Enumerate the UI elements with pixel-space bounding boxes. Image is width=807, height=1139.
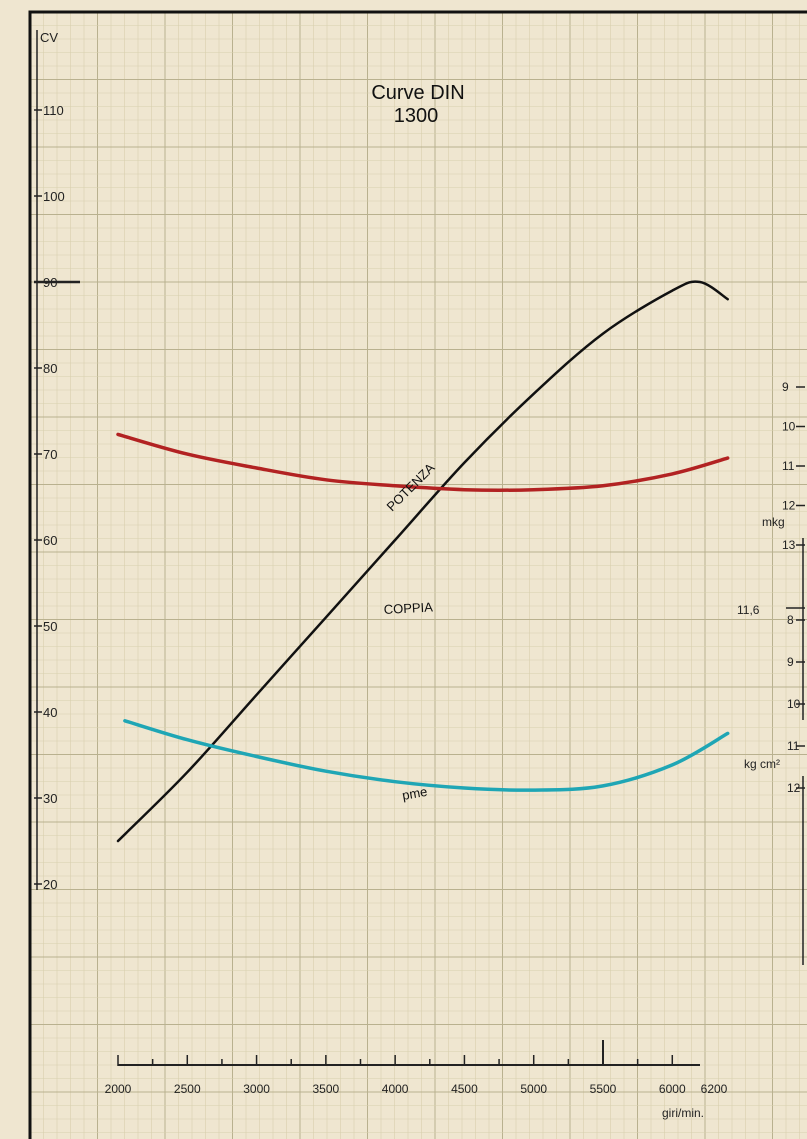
- x-axis-tick-label: 2500: [174, 1082, 201, 1096]
- left-axis-tick-label: 20: [43, 877, 57, 892]
- torque-axis-unit: mkg: [762, 515, 785, 529]
- x-axis-tick-label: 3500: [313, 1082, 340, 1096]
- torque-axis-tick-label: 11: [782, 459, 795, 473]
- left-axis-tick-label: 80: [43, 361, 57, 376]
- torque-axis-tick-label: 9: [782, 380, 789, 394]
- left-axis-tick-label: 70: [43, 447, 57, 462]
- torque-marker-label: 11,6: [737, 603, 760, 617]
- right-axes: mkg 11,6 kg cm² 9 10 11 12 13 8 9 10 11 12: [737, 380, 805, 965]
- x-axis-tick-label: 6000: [659, 1082, 686, 1096]
- left-axis-tick-label: 50: [43, 619, 57, 634]
- pressure-axis-tick-label: 12: [787, 781, 801, 795]
- series-layer: [116, 280, 730, 843]
- series-line-coppia: [116, 432, 730, 492]
- left-axis-tick-label: 40: [43, 705, 57, 720]
- left-axis-unit: CV: [40, 30, 58, 45]
- pressure-axis-tick-label: 11: [787, 739, 800, 753]
- x-axis: giri/min. 2000 2500 3000 3500 4000 4500 5000 55…: [105, 1040, 728, 1120]
- left-axis-tick-label: 110: [43, 103, 64, 118]
- left-axis-tick-label: 60: [43, 533, 57, 548]
- series-line-potenza: [116, 280, 729, 843]
- pressure-axis-tick-label: 10: [787, 697, 801, 711]
- x-axis-tick-label: 2000: [105, 1082, 132, 1096]
- torque-axis-tick-label: 12: [782, 499, 796, 513]
- pressure-axis-tick-label: 9: [787, 655, 794, 669]
- pressure-axis-unit: kg cm²: [744, 757, 780, 771]
- chart-subtitle: 1300: [394, 105, 439, 127]
- x-axis-tick-label: 5500: [590, 1082, 617, 1096]
- left-axis: CV 20 30 40 50 60 70 80 90 100 110: [34, 30, 80, 892]
- x-axis-unit: giri/min.: [662, 1106, 704, 1120]
- series-line-pme: [123, 719, 730, 792]
- grid: [29, 11, 807, 1139]
- left-axis-tick-label: 30: [43, 791, 57, 806]
- chart-title: Curve DIN: [371, 82, 464, 104]
- pressure-axis-tick-label: 8: [787, 613, 794, 627]
- torque-axis-tick-label: 13: [782, 538, 796, 552]
- x-axis-tick-label: 5000: [520, 1082, 547, 1096]
- x-axis-tick-label: 4500: [451, 1082, 478, 1096]
- plot-frame: [28, 10, 807, 1139]
- x-axis-tick-label: 6200: [701, 1082, 728, 1096]
- left-axis-tick-label: 100: [43, 189, 65, 204]
- series-label-coppia: COPPIA: [383, 599, 433, 617]
- torque-axis-tick-label: 10: [782, 420, 796, 434]
- x-axis-tick-label: 4000: [382, 1082, 409, 1096]
- x-axis-tick-label: 3000: [243, 1082, 270, 1096]
- left-axis-tick-label: 90: [43, 275, 57, 290]
- series-label-pme: pme: [401, 784, 429, 803]
